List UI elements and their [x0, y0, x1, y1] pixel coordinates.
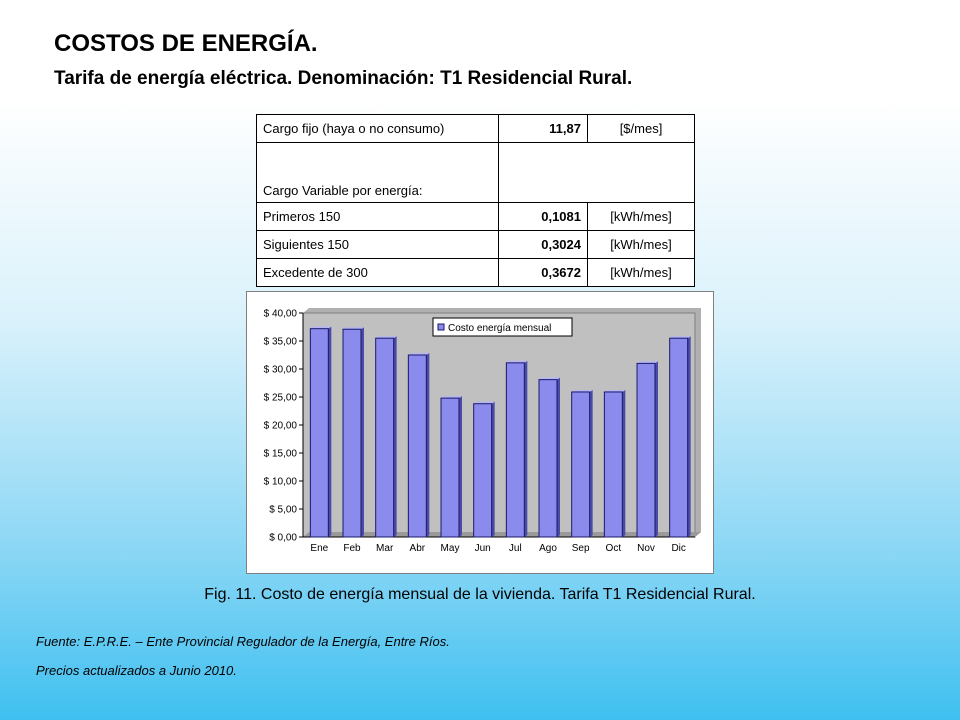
y-tick-label: $ 40,00: [264, 309, 298, 320]
bar-side: [556, 377, 560, 537]
bar-side: [654, 361, 658, 537]
bar: [571, 391, 591, 538]
bar-side: [458, 396, 462, 537]
bar-top: [571, 389, 593, 392]
bar: [603, 391, 623, 538]
bar-top: [343, 327, 364, 330]
x-tick-label: Oct: [606, 543, 622, 554]
table-cell-label: Cargo Variable por energía:: [256, 142, 499, 203]
x-tick-label: Jun: [475, 543, 491, 554]
page-title: COSTOS DE ENERGÍA.: [54, 30, 318, 57]
x-tick-label: Sep: [572, 543, 590, 554]
x-tick-label: Feb: [343, 543, 361, 554]
x-tick-label: Abr: [410, 543, 426, 554]
table-cell-unit: [$/mes]: [587, 114, 695, 143]
bar: [342, 328, 362, 538]
bar: [538, 379, 558, 538]
bar-side: [589, 389, 593, 537]
bar-top: [637, 361, 658, 364]
x-tick-label: Nov: [637, 543, 655, 554]
bar: [375, 337, 395, 538]
bar: [440, 397, 460, 538]
table-row: Cargo Variable por energía:: [256, 142, 695, 203]
bar: [636, 362, 656, 538]
y-tick-label: $ 10,00: [264, 477, 298, 488]
bar-side: [491, 401, 495, 537]
chart-container: $ 0,00 $ 5,00 $ 10,00 $ 15,00 $ 20,00 $ 25,00…: [246, 291, 714, 574]
bar-side: [393, 336, 397, 537]
y-tick-label: $ 25,00: [264, 393, 298, 404]
y-tick-label: $ 15,00: [264, 449, 298, 460]
table-row: Excedente de 300 0,3672 [kWh/mes]: [256, 258, 695, 287]
tariff-table: Cargo fijo (haya o no consumo) 11,87 [$/…: [256, 114, 695, 287]
table-cell-empty: [498, 142, 695, 203]
bar: [505, 362, 525, 538]
bar-top: [310, 326, 332, 329]
x-tick-label: Mar: [376, 543, 394, 554]
bar: [309, 328, 329, 538]
table-cell-label: Primeros 150: [256, 202, 499, 231]
table-cell-value: 11,87: [498, 114, 588, 143]
legend-label: Costo energía mensual: [448, 323, 551, 334]
bar-side: [328, 326, 332, 537]
legend-box: [432, 317, 573, 337]
table-cell-unit: [kWh/mes]: [587, 230, 695, 259]
table-cell-label: Cargo fijo (haya o no consumo): [256, 114, 499, 143]
table-cell-value: 0,1081: [498, 202, 588, 231]
bar-side: [360, 327, 364, 537]
plot-area: [302, 312, 696, 538]
table-cell-label: Excedente de 300: [256, 258, 499, 287]
bar: [407, 354, 427, 538]
update-note: Precios actualizados a Junio 2010.: [36, 663, 237, 678]
bar-side: [524, 360, 528, 537]
y-tick-label: $ 35,00: [264, 337, 298, 348]
legend-swatch: [437, 323, 445, 331]
table-row: Primeros 150 0,1081 [kWh/mes]: [256, 202, 695, 231]
page-subtitle: Tarifa de energía eléctrica. Denominació…: [54, 68, 633, 89]
bar: [473, 403, 493, 538]
source-note: Fuente: E.P.R.E. – Ente Provincial Regul…: [36, 634, 450, 649]
table-cell-unit: [kWh/mes]: [587, 202, 695, 231]
x-tick-label: Ene: [310, 543, 328, 554]
figure-caption: Fig. 11. Costo de energía mensual de la …: [204, 586, 756, 603]
table-cell-value: 0,3024: [498, 230, 588, 259]
x-tick-label: May: [441, 543, 460, 554]
y-tick-label: $ 20,00: [264, 421, 298, 432]
table-row: Siguientes 150 0,3024 [kWh/mes]: [256, 230, 695, 259]
y-tick-label: $ 30,00: [264, 365, 298, 376]
table-cell-unit: [kWh/mes]: [587, 258, 695, 287]
bar-chart: $ 0,00 $ 5,00 $ 10,00 $ 15,00 $ 20,00 $ 25,00…: [264, 308, 701, 554]
bar: [669, 337, 689, 538]
y-tick-label: $ 5,00: [269, 505, 297, 516]
bar-side: [687, 336, 691, 537]
table-row: Cargo fijo (haya o no consumo) 11,87 [$/…: [256, 114, 695, 143]
y-tick-label: $ 0,00: [269, 533, 297, 544]
x-tick-label: Jul: [509, 543, 522, 554]
bar-side: [426, 353, 430, 537]
plot-floor: [303, 532, 701, 537]
x-tick-label: Ago: [539, 543, 557, 554]
bar-side: [622, 389, 626, 537]
x-tick-label: Dic: [671, 543, 685, 554]
bar-top: [604, 389, 626, 392]
table-cell-value: 0,3672: [498, 258, 588, 287]
table-cell-label: Siguientes 150: [256, 230, 499, 259]
bar-top: [441, 396, 462, 399]
